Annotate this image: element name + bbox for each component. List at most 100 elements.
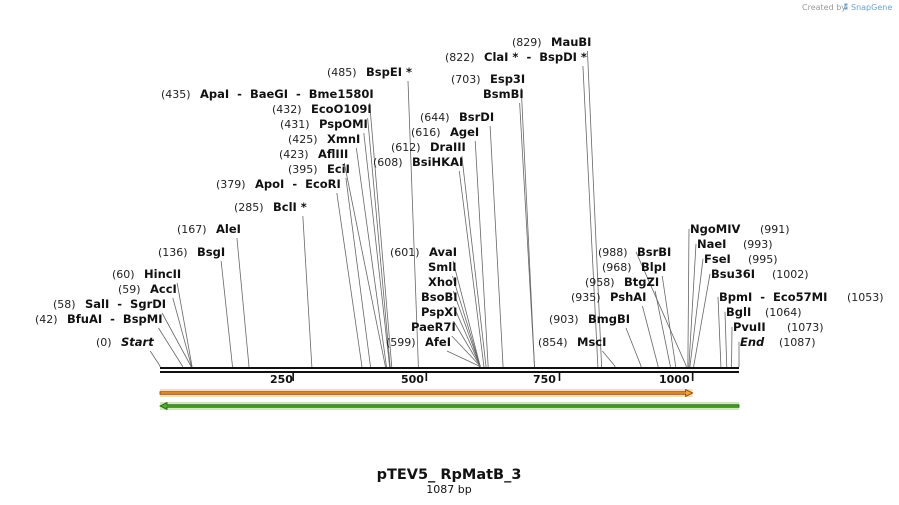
bp-ruler: 250 500 750 1000 — [270, 373, 694, 386]
ruler-tick-label: 250 — [270, 373, 293, 386]
site-leader-line — [161, 312, 192, 367]
site-label-acci[interactable]: AccI — [150, 282, 177, 296]
site-leader-line — [474, 140, 489, 367]
site-label-ecoo109i[interactable]: EcoO109I — [311, 102, 372, 116]
site-label-hincii[interactable]: HincII — [144, 267, 181, 281]
site-label-bsrdi[interactable]: BsrDI — [459, 110, 494, 124]
site-leader-line — [367, 117, 391, 367]
site-label-draiii[interactable]: DraIII — [430, 140, 466, 154]
backbone-bottom-strand — [160, 371, 739, 373]
site-position: (0) — [96, 336, 112, 349]
site-label-esp3i[interactable]: Esp3I — [490, 72, 525, 86]
site-leader-line — [724, 311, 728, 367]
site-position: (644) — [420, 111, 450, 124]
site-label-alei[interactable]: AleI — [216, 222, 241, 236]
site-leader-line — [345, 177, 371, 367]
site-label-pvuii[interactable]: PvuII — [733, 320, 766, 334]
feature-track — [159, 388, 740, 411]
site-position: (60) — [112, 268, 135, 281]
site-label-avai[interactable]: AvaI — [429, 245, 457, 259]
site-label-bsobi[interactable]: BsoBI — [421, 290, 458, 304]
backbone-top-strand — [160, 367, 739, 369]
site-label-bcli[interactable]: BclI * — [273, 200, 307, 214]
site-position: (958) — [585, 276, 615, 289]
site-label-start[interactable]: Start — [121, 335, 154, 349]
site-position: (616) — [411, 126, 441, 139]
site-label-ngomiv[interactable]: NgoMIV — [690, 222, 740, 236]
site-label-bfuai-bspmi[interactable]: BfuAI - BspMI — [67, 312, 163, 326]
site-position: (703) — [451, 73, 481, 86]
site-label-bpmi-eco57mi[interactable]: BpmI - Eco57MI — [719, 290, 827, 304]
created-by-text: Created by — [802, 3, 846, 12]
site-label-maubi[interactable]: MauBI — [551, 35, 591, 49]
site-label-afei[interactable]: AfeI — [425, 335, 451, 349]
site-label-end[interactable]: End — [740, 335, 765, 349]
site-leader-line — [446, 350, 480, 367]
site-position: (167) — [177, 223, 207, 236]
site-label-xmni[interactable]: XmnI — [327, 132, 360, 146]
site-label-ecii[interactable]: EciI — [327, 162, 350, 176]
site-label-pspomi[interactable]: PspOMI — [319, 117, 368, 131]
site-position: (435) — [161, 88, 191, 101]
site-label-paer7i[interactable]: PaeR7I — [411, 320, 456, 334]
site-position: (854) — [538, 336, 568, 349]
site-position: (599) — [386, 336, 416, 349]
site-leader-line — [458, 170, 485, 367]
forward-feature-arrow[interactable] — [159, 388, 694, 398]
site-label-apoi-ecori[interactable]: ApoI - EcoRI — [255, 177, 341, 191]
site-label-sali-sgrdi[interactable]: SalI - SgrDI — [85, 297, 166, 311]
site-label-btgzi[interactable]: BtgZI — [624, 275, 659, 289]
site-leader-line — [587, 50, 602, 367]
site-leader-lines — [149, 50, 740, 367]
site-label-pspxi[interactable]: PspXI — [421, 305, 457, 319]
site-label-bsrbi[interactable]: BsrBI — [637, 245, 671, 259]
site-label-bsihkai[interactable]: BsiHKAI — [412, 155, 463, 169]
site-position: (1064) — [765, 306, 802, 319]
feature-arrow-shape — [159, 388, 694, 398]
site-label-fsei[interactable]: FseI — [704, 252, 731, 266]
site-label-afliii[interactable]: AflIII — [318, 147, 348, 161]
site-leader-line — [369, 102, 393, 367]
reverse-feature-arrow[interactable] — [159, 401, 740, 411]
site-leader-line — [452, 260, 481, 367]
site-label-bmgbi[interactable]: BmgBI — [588, 312, 630, 326]
site-position: (903) — [549, 313, 579, 326]
site-label-clai-bspdi[interactable]: ClaI * - BspDI * — [484, 50, 587, 64]
site-position: (601) — [390, 246, 420, 259]
site-position: (991) — [760, 223, 790, 236]
site-label-naei[interactable]: NaeI — [697, 237, 726, 251]
site-leader-line — [176, 282, 193, 367]
site-label-blpi[interactable]: BlpI — [641, 260, 666, 274]
site-label-bgli[interactable]: BglI — [726, 305, 751, 319]
sequence-backbone — [160, 367, 739, 373]
site-leader-line — [687, 228, 690, 367]
restriction-site-labels: (0) Start (42) BfuAI - BspMI (58) SalI -… — [35, 35, 884, 349]
site-position: (379) — [216, 178, 246, 191]
site-label-agei[interactable]: AgeI — [450, 125, 479, 139]
site-position: (136) — [158, 246, 188, 259]
site-label-bsgi[interactable]: BsgI — [197, 245, 225, 259]
site-leader-line — [461, 155, 487, 367]
site-leader-line — [520, 87, 535, 367]
site-label-bsu36i[interactable]: Bsu36I — [711, 267, 755, 281]
site-label-pshai[interactable]: PshAI — [610, 290, 646, 304]
site-label-xhoi[interactable]: XhoI — [428, 275, 457, 289]
plasmid-length: 1087 bp — [426, 483, 471, 496]
site-label-apai-baegi-bme1580i[interactable]: ApaI - BaeGI - Bme1580I — [200, 87, 374, 101]
site-leader-line — [602, 350, 616, 367]
site-label-msci[interactable]: MscI — [577, 335, 606, 349]
site-label-smli[interactable]: SmlI — [428, 260, 457, 274]
snapgene-name: SnapGene — [851, 3, 892, 12]
site-leader-line — [625, 327, 642, 367]
site-position: (485) — [327, 66, 357, 79]
site-position: (993) — [743, 238, 773, 251]
site-position: (1073) — [787, 321, 824, 334]
site-label-bsmbi[interactable]: BsmBI — [483, 87, 524, 101]
site-label-bspei[interactable]: BspEI * — [366, 65, 412, 79]
site-leader-line — [302, 215, 313, 367]
site-leader-line — [654, 290, 671, 367]
site-leader-line — [343, 162, 386, 367]
site-position: (612) — [391, 141, 421, 154]
site-position: (608) — [373, 156, 403, 169]
